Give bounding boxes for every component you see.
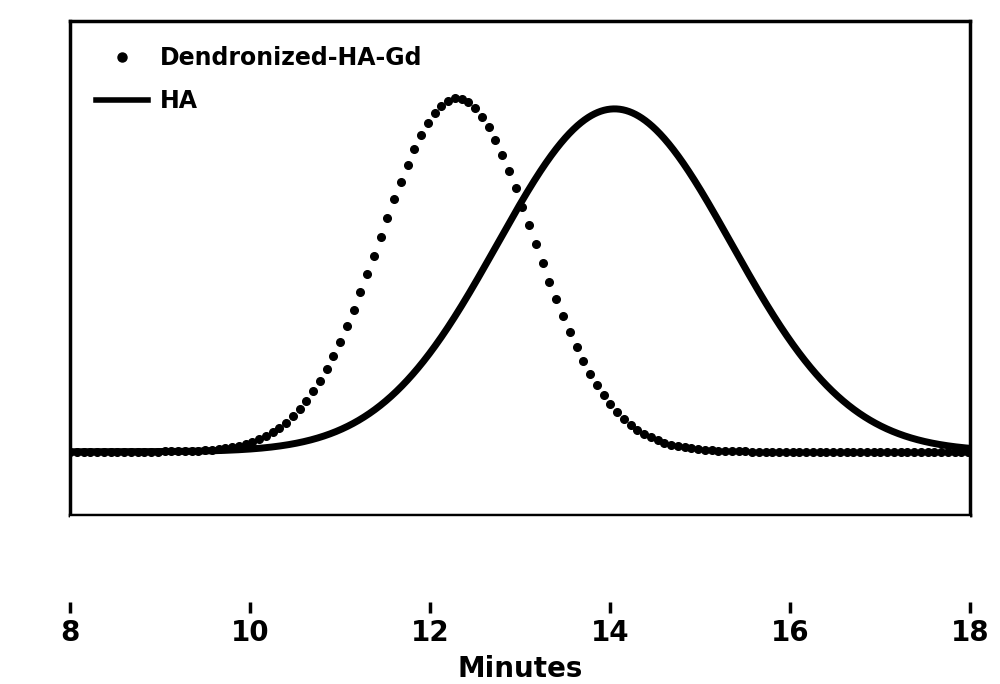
- HA: [964, 444, 976, 452]
- HA: [608, 105, 620, 113]
- X-axis label: Minutes: Minutes: [457, 655, 583, 683]
- Dendronized-HA-Gd: [938, 447, 950, 456]
- Dendronized-HA-Gd: [773, 447, 785, 456]
- HA: [502, 222, 514, 230]
- HA: [64, 447, 76, 456]
- Dendronized-HA-Gd: [938, 447, 950, 456]
- Dendronized-HA-Gd: [64, 447, 76, 456]
- HA: [110, 447, 122, 456]
- Line: HA: HA: [70, 109, 970, 451]
- HA: [773, 320, 785, 328]
- Dendronized-HA-Gd: [451, 94, 463, 103]
- HA: [938, 441, 950, 449]
- Dendronized-HA-Gd: [502, 165, 514, 173]
- Line: Dendronized-HA-Gd: Dendronized-HA-Gd: [66, 94, 974, 456]
- Dendronized-HA-Gd: [110, 447, 122, 456]
- HA: [478, 264, 490, 272]
- Dendronized-HA-Gd: [964, 447, 976, 456]
- HA: [938, 441, 950, 449]
- Legend: Dendronized-HA-Gd, HA: Dendronized-HA-Gd, HA: [82, 32, 436, 127]
- Dendronized-HA-Gd: [478, 116, 490, 124]
